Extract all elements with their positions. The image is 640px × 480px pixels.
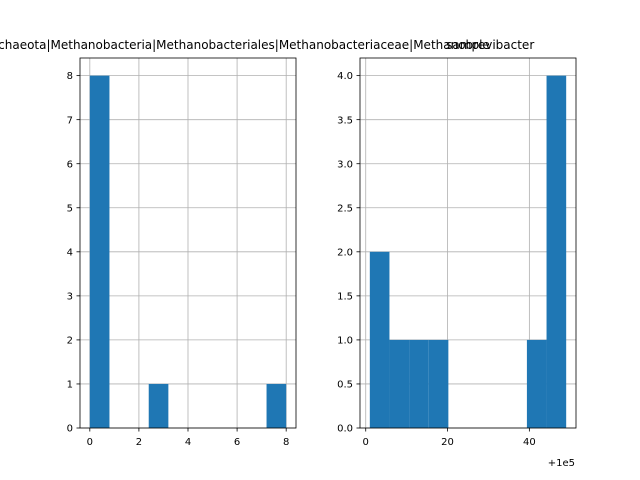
left-histogram-xtick-label: 8 [283,437,289,448]
right-histogram-bar [546,75,567,428]
left-histogram-bar [89,75,110,428]
left-histogram-ytick-label: 0 [67,424,73,435]
right-histogram-ytick-label: 2.5 [337,203,353,214]
left-histogram-bars [89,75,287,428]
right-histogram-bar [526,339,547,428]
left-histogram-ytick-label: 1 [67,380,73,391]
right-histogram: 0 20 40 0.0 0.5 1.0 1.5 2.0 2.5 3.0 3.5 4.0 +1e5 [337,57,577,469]
right-histogram-xticks: 0 20 40 [363,428,536,448]
right-histogram-xtick-label: 40 [523,437,536,448]
right-histogram-ytick-label: 4.0 [337,71,353,82]
right-histogram-spines [359,57,577,429]
left-histogram: 0 2 4 6 8 0 1 2 3 4 5 6 7 8 [67,57,297,448]
left-histogram-ytick-label: 6 [67,159,73,170]
left-histogram-ytick-label: 3 [67,291,73,302]
right-histogram-xtick-label: 20 [441,437,454,448]
right-histogram-offset-label: +1e5 [548,458,575,469]
right-histogram-ytick-label: 0.0 [337,424,353,435]
left-histogram-ytick-label: 5 [67,203,73,214]
left-histogram-ytick-label: 2 [67,336,73,347]
right-histogram-bars [369,75,567,428]
right-histogram-yticks: 0.0 0.5 1.0 1.5 2.0 2.5 3.0 3.5 4.0 [337,71,360,435]
left-histogram-yticks: 0 1 2 3 4 5 6 7 8 [67,71,80,435]
right-histogram-bar [369,251,390,428]
left-histogram-xtick-label: 0 [87,437,93,448]
right-histogram-bar [409,339,429,428]
left-histogram-xtick-label: 2 [136,437,142,448]
right-histogram-xtick-label: 0 [363,437,369,448]
right-histogram-ytick-label: 2.0 [337,247,353,258]
left-histogram-ytick-label: 8 [67,71,73,82]
right-histogram-ytick-label: 1.0 [337,336,353,347]
left-histogram-bar [148,383,169,428]
right-histogram-bar [428,339,449,428]
left-histogram-xtick-label: 4 [185,437,191,448]
left-histogram-grid [80,58,296,429]
left-histogram-title: samples|Archaea|Euryarchaeota|Methanobac… [0,38,534,52]
left-histogram-bar [266,383,287,428]
right-histogram-frame [359,57,577,429]
right-histogram-ytick-label: 0.5 [337,380,353,391]
left-histogram-xtick-label: 6 [234,437,240,448]
right-histogram-bar [389,339,410,428]
right-histogram-title: sample [446,38,490,52]
left-histogram-xticks: 0 2 4 6 8 [87,428,289,448]
right-histogram-ytick-label: 3.0 [337,159,353,170]
right-histogram-ytick-label: 1.5 [337,291,353,302]
right-histogram-ytick-label: 3.5 [337,115,353,126]
left-histogram-ytick-label: 4 [67,247,73,258]
left-histogram-ytick-label: 7 [67,115,73,126]
